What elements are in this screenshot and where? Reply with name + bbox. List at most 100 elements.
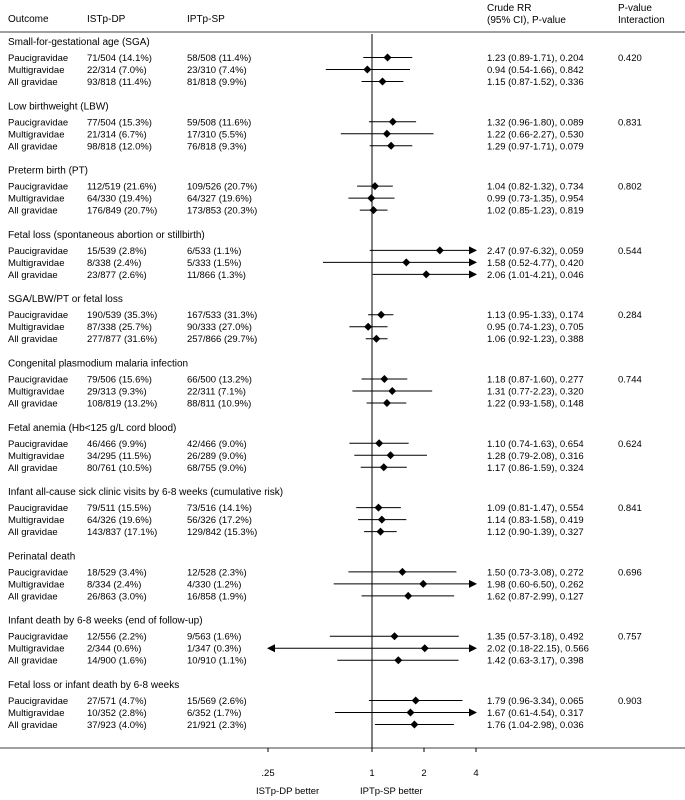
rr-ci-pvalue: 2.02 (0.18-22.15), 0.566 [487,644,589,655]
istpdp-count: 37/923 (4.0%) [87,720,147,731]
point-estimate [419,579,428,588]
outcome-group: SGA/LBW/PT or fetal loss 0.284 Paucigravid… [8,294,642,345]
rr-ci-pvalue: 2.47 (0.97-6.32), 0.059 [487,246,584,257]
rr-ci-pvalue: 1.28 (0.79-2.08), 0.316 [487,451,584,462]
table-row: Paucigravidae 190/539 (35.3%) 167/533 (31.… [8,310,584,321]
istpdp-count: 80/761 (10.5%) [87,463,152,474]
point-estimate [406,708,415,717]
iptpsp-count: 257/866 (29.7%) [187,334,257,345]
forest-rows: Small-for-gestational age (SGA) 0.420 Pauc… [8,37,642,731]
subgroup-label: Paucigravidae [8,246,68,257]
iptpsp-count: 23/310 (7.4%) [187,65,247,76]
istpdp-count: 34/295 (11.5%) [87,451,151,462]
rr-ci-pvalue: 1.62 (0.87-2.99), 0.127 [487,591,584,602]
table-row: Paucigravidae 71/504 (14.1%) 58/508 (11.4%… [8,53,584,64]
istpdp-count: 10/352 (2.8%) [87,708,147,719]
iptpsp-count: 129/842 (15.3%) [187,527,257,538]
table-row: Paucigravidae 15/539 (2.8%) 6/533 (1.1%) 2.… [8,246,584,257]
istpdp-count: 27/571 (4.7%) [87,696,147,707]
istpdp-count: 8/334 (2.4%) [87,579,141,590]
iptpsp-count: 10/910 (1.1%) [187,656,247,667]
outcome-group: Small-for-gestational age (SGA) 0.420 Pauc… [8,37,642,88]
point-estimate [380,375,389,383]
subgroup-label: Multigravidae [8,258,65,269]
subgroup-label: Paucigravidae [8,53,68,64]
rr-ci-pvalue: 1.18 (0.87-1.60), 0.277 [487,375,584,386]
rr-ci-pvalue: 1.67 (0.61-4.54), 0.317 [487,708,584,719]
rr-ci-pvalue: 1.22 (0.66-2.27), 0.530 [487,129,584,140]
p-interaction-value: 0.802 [618,182,642,193]
iptpsp-count: 21/921 (2.3%) [187,720,247,731]
istpdp-better-label: ISTp-DP better [256,786,319,797]
iptpsp-count: 11/866 (1.3%) [187,270,246,281]
istpdp-count: 98/818 (12.0%) [87,141,152,152]
istpdp-count: 18/529 (3.4%) [87,567,147,578]
rr-ci-pvalue: 1.98 (0.60-6.50), 0.262 [487,579,584,590]
subgroup-label: Paucigravidae [8,567,68,578]
istpdp-count: 143/837 (17.1%) [87,527,157,538]
istpdp-count: 108/819 (13.2%) [87,399,157,410]
point-estimate [435,246,444,255]
iptpsp-count: 68/755 (9.0%) [187,463,247,474]
iptpsp-count: 16/858 (1.9%) [187,591,247,602]
rr-ci-pvalue: 1.31 (0.77-2.23), 0.320 [487,387,584,398]
iptpsp-count: 56/326 (17.2%) [187,515,252,526]
rr-ci-pvalue: 1.02 (0.85-1.23), 0.819 [487,206,584,217]
table-row: All gravidae 143/837 (17.1%) 129/842 (15.3… [8,527,584,538]
istpdp-count: 2/344 (0.6%) [87,644,141,655]
point-estimate [379,463,388,472]
istpdp-count: 77/504 (15.3%) [87,117,152,128]
header-outcome: Outcome [8,14,49,25]
point-estimate [376,527,385,536]
x-tick-label: .25 [261,768,274,779]
subgroup-label: All gravidae [8,463,58,474]
istpdp-count: 8/338 (2.4%) [87,258,141,269]
p-interaction-value: 0.624 [618,439,642,450]
header-crude-rr: Crude RR [487,3,531,14]
header-interaction: Interaction [618,15,665,26]
ci-arrow-right [469,579,477,588]
header-istpdp: ISTp-DP [87,14,126,25]
table-row: Multigravidae 21/314 (6.7%) 17/310 (5.5%) 1… [8,129,584,140]
rr-ci-pvalue: 1.79 (0.96-3.34), 0.065 [487,696,584,707]
subgroup-label: All gravidae [8,77,58,88]
point-estimate [363,65,372,74]
point-estimate [390,632,399,641]
outcome-title: Fetal anemia (Hb<125 g/L cord blood) [8,423,176,434]
rr-ci-pvalue: 1.06 (0.92-1.23), 0.388 [487,334,584,345]
header-iptpsp: IPTp-SP [187,14,225,25]
table-row: All gravidae 108/819 (13.2%) 88/811 (10.9%… [8,399,584,410]
subgroup-label: Multigravidae [8,451,65,462]
iptpsp-count: 42/466 (9.0%) [187,439,247,450]
point-estimate [420,644,429,653]
iptpsp-better-label: IPTp-SP better [360,786,423,797]
table-row: Multigravidae 87/338 (25.7%) 90/333 (27.0%… [8,322,584,333]
p-interaction-value: 0.841 [618,503,642,514]
iptpsp-count: 6/352 (1.7%) [187,708,241,719]
x-axis: .25 1 2 4 [261,748,479,779]
table-row: All gravidae 23/877 (2.6%) 11/866 (1.3%) 2.… [8,270,584,281]
outcome-title: Infant death by 6-8 weeks (end of follow… [8,616,203,627]
point-estimate [364,322,373,331]
x-tick-label: 1 [369,768,374,779]
header-pvalue: P-value [618,3,652,14]
table-row: All gravidae 277/877 (31.6%) 257/866 (29.7… [8,334,584,345]
table-row: Multigravidae 10/352 (2.8%) 6/352 (1.7%) 1.… [8,708,584,719]
iptpsp-count: 15/569 (2.6%) [187,696,247,707]
istpdp-count: 22/314 (7.0%) [87,65,147,76]
point-estimate [404,591,413,600]
p-interaction-value: 0.696 [618,567,642,578]
point-estimate [394,656,403,665]
outcome-title: Perinatal death [8,551,75,562]
subgroup-label: Multigravidae [8,387,65,398]
outcome-title: Infant all-cause sick clinic visits by 6… [8,487,283,498]
ci-arrow-right [469,708,477,717]
subgroup-label: Paucigravidae [8,439,68,450]
point-estimate [388,387,397,395]
table-row: Paucigravidae 46/466 (9.9%) 42/466 (9.0%) 1… [8,439,584,450]
point-estimate [398,567,407,576]
subgroup-label: All gravidae [8,656,58,667]
rr-ci-pvalue: 1.17 (0.86-1.59), 0.324 [487,463,584,474]
subgroup-label: Multigravidae [8,515,65,526]
